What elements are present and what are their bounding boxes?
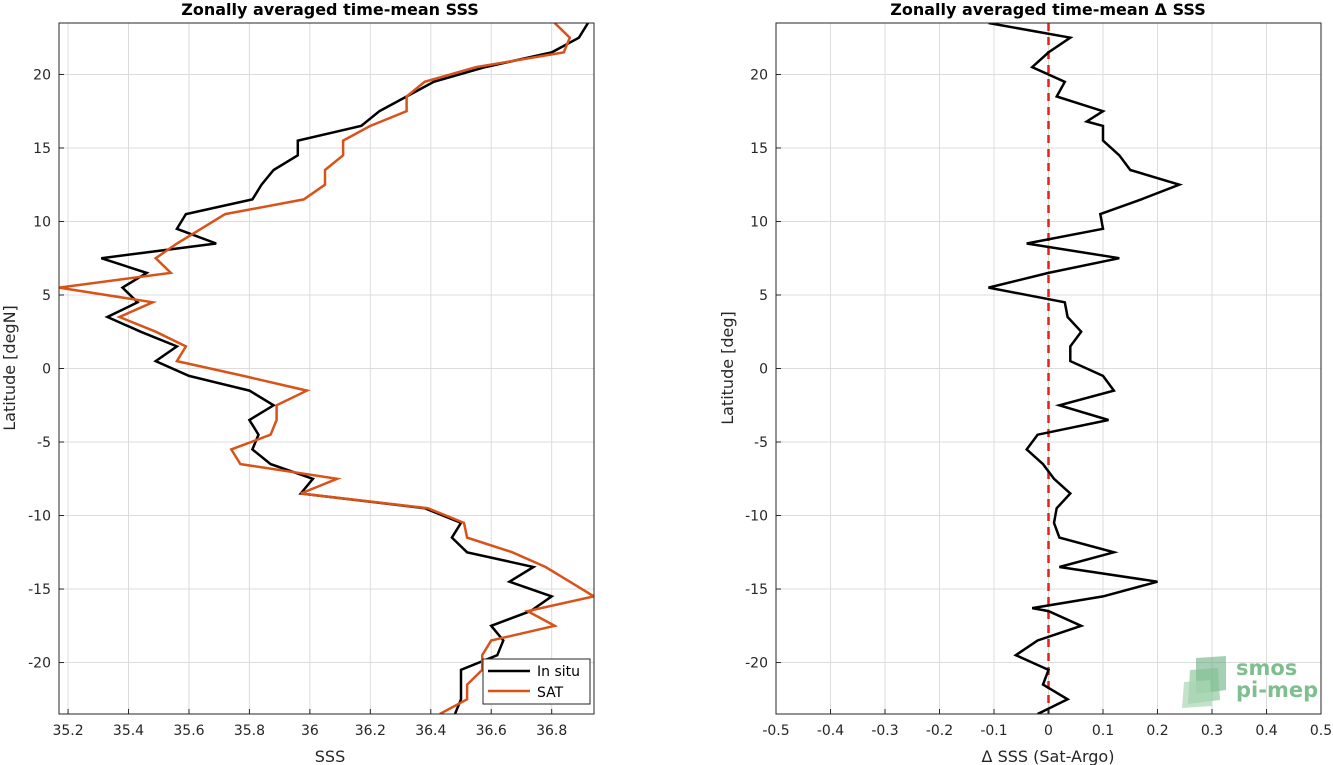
delta-x-tick-label: -0.3 (871, 723, 898, 739)
logo-mark (1182, 656, 1226, 708)
sss-y-axis-label: Latitude [degN] (0, 305, 19, 431)
sss-x-axis-label: SSS (315, 747, 345, 765)
delta-x-tick-label: 0.3 (1201, 723, 1223, 739)
sss-x-tick-label: 35.6 (173, 723, 204, 739)
delta-y-tick-label: -15 (745, 582, 768, 598)
logo-line-1: smos (1236, 656, 1297, 680)
delta-x-tick-label: -0.4 (817, 723, 844, 739)
sss-x-tick-label: 36 (301, 723, 319, 739)
delta-y-tick-label: 20 (750, 67, 768, 83)
legend-label-in-situ: In situ (537, 664, 580, 680)
delta-x-tick-label: 0.5 (1310, 723, 1332, 739)
delta-x-tick-label: -0.1 (980, 723, 1007, 739)
sss-series-line-in-situ (100, 23, 590, 714)
sss-x-tick-label: 36.6 (476, 723, 507, 739)
sss-tick-labels: 35.2 35.4 35.6 35.8 36 36.2 36.4 36.6 36.8 -20 -15… (28, 67, 567, 739)
sss-panel: 35.2 35.4 35.6 35.8 36 36.2 36.4 36.6 36.8 -20 -15… (0, 0, 595, 765)
sss-series-line-sat (59, 23, 594, 714)
sss-x-tick-label: 36.2 (355, 723, 386, 739)
sss-y-tick-label: -10 (28, 509, 51, 525)
delta-series-lines (988, 23, 1184, 714)
legend-label-sat: SAT (537, 685, 564, 701)
sss-y-tick-label: 5 (42, 288, 51, 304)
delta-series-line-delta (988, 23, 1184, 714)
delta-x-tick-label: 0 (1044, 723, 1053, 739)
sss-y-tick-label: 10 (33, 214, 51, 230)
sss-y-tick-label: -15 (28, 582, 51, 598)
sss-y-tick-label: -20 (28, 656, 51, 672)
delta-y-tick-label: 0 (759, 362, 768, 378)
sss-series-lines (59, 23, 594, 714)
sss-x-tick-label: 36.8 (536, 723, 567, 739)
delta-x-tick-label: -0.2 (926, 723, 953, 739)
delta-x-tick-label: -0.5 (762, 723, 789, 739)
smos-pi-mep-logo: smos pi-mep (1182, 656, 1318, 708)
sss-title: Zonally averaged time-mean SSS (181, 0, 479, 19)
delta-title: Zonally averaged time-mean Δ SSS (890, 0, 1206, 19)
delta-y-tick-label: 5 (759, 288, 768, 304)
delta-x-axis-label: Δ SSS (Sat-Argo) (982, 747, 1115, 765)
logo-line-2: pi-mep (1236, 678, 1318, 702)
sss-y-tick-label: 0 (42, 362, 51, 378)
delta-y-tick-label: 15 (750, 141, 768, 157)
delta-x-tick-label: 0.1 (1092, 723, 1114, 739)
delta-y-tick-label: -20 (745, 656, 768, 672)
delta-y-tick-label: -5 (754, 435, 768, 451)
sss-x-tick-label: 36.4 (415, 723, 446, 739)
legend-box (482, 658, 591, 705)
delta-y-tick-label: -10 (745, 509, 768, 525)
sss-y-tick-label: 20 (33, 67, 51, 83)
sss-y-tick-label: 15 (33, 141, 51, 157)
sss-legend: In situ SAT (482, 658, 591, 705)
delta-y-axis-label: Latitude [deg] (718, 311, 737, 425)
delta-x-tick-label: 0.4 (1255, 723, 1277, 739)
delta-sss-panel: -0.5 -0.4 -0.3 -0.2 -0.1 0 0.1 0.2 0.3 0.4 0.5 -20 -… (718, 0, 1332, 765)
delta-x-tick-label: 0.2 (1146, 723, 1168, 739)
sss-x-tick-label: 35.8 (234, 723, 265, 739)
sss-x-tick-label: 35.2 (52, 723, 83, 739)
delta-y-tick-label: 10 (750, 214, 768, 230)
sss-y-tick-label: -5 (37, 435, 51, 451)
delta-tick-labels: -0.5 -0.4 -0.3 -0.2 -0.1 0 0.1 0.2 0.3 0.4 0.5 -20 -… (745, 67, 1332, 739)
sss-x-tick-label: 35.4 (113, 723, 144, 739)
